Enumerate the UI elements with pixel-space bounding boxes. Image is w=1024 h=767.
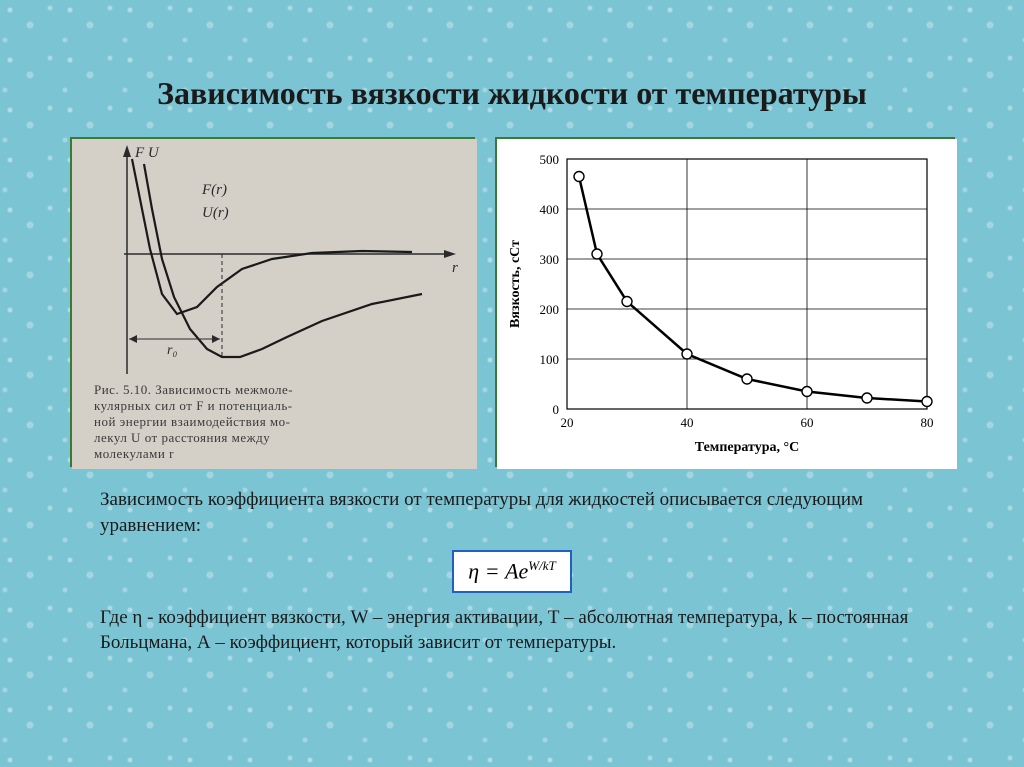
formula-eq: = bbox=[485, 559, 505, 584]
svg-text:F(r): F(r) bbox=[201, 182, 227, 198]
svg-text:молекулами r: молекулами r bbox=[94, 446, 174, 461]
formula-lhs: η bbox=[468, 559, 479, 584]
figures-row: F U F(r) U(r) r₀ r Рис. 5.10. Зависимость меж… bbox=[50, 137, 974, 467]
formula-exp: W/kT bbox=[528, 558, 555, 573]
svg-text:60: 60 bbox=[800, 415, 813, 430]
potential-curves-chart: F U F(r) U(r) r₀ r Рис. 5.10. Зависимость меж… bbox=[72, 139, 477, 469]
svg-text:кулярных сил от F и потенциаль: кулярных сил от F и потенциаль- bbox=[94, 398, 293, 413]
viscosity-chart: 20 40 60 80 0 100 200 300 400 500 Температура, °С В… bbox=[497, 139, 957, 469]
svg-text:40: 40 bbox=[680, 415, 693, 430]
svg-text:200: 200 bbox=[539, 302, 559, 317]
svg-text:0: 0 bbox=[552, 402, 559, 417]
svg-text:Температура, °С: Температура, °С bbox=[694, 440, 798, 455]
svg-text:ной энергии взаимодействия мо-: ной энергии взаимодействия мо- bbox=[94, 414, 291, 429]
svg-text:Рис. 5.10. Зависимость межмоле: Рис. 5.10. Зависимость межмоле- bbox=[94, 382, 293, 397]
formula-container: η = AeW/kT bbox=[50, 550, 974, 592]
svg-text:F U: F U bbox=[134, 145, 160, 161]
svg-text:U(r): U(r) bbox=[202, 205, 229, 221]
svg-text:500: 500 bbox=[539, 152, 559, 167]
page-title: Зависимость вязкости жидкости от темпера… bbox=[50, 75, 974, 112]
paragraph-1: Зависимость коэффициента вязкости от тем… bbox=[100, 487, 924, 538]
svg-text:300: 300 bbox=[539, 252, 559, 267]
svg-text:лекул U от расстояния между: лекул U от расстояния между bbox=[94, 430, 270, 445]
svg-text:80: 80 bbox=[920, 415, 933, 430]
svg-text:100: 100 bbox=[539, 352, 559, 367]
svg-text:400: 400 bbox=[539, 202, 559, 217]
figure-left: F U F(r) U(r) r₀ r Рис. 5.10. Зависимость меж… bbox=[70, 137, 475, 467]
svg-text:20: 20 bbox=[560, 415, 573, 430]
paragraph-2: Где η - коэффициент вязкости, W – энерги… bbox=[100, 605, 924, 656]
svg-text:r: r bbox=[452, 260, 458, 276]
figure-right: 20 40 60 80 0 100 200 300 400 500 Температура, °С В… bbox=[495, 137, 955, 467]
formula: η = AeW/kT bbox=[452, 550, 571, 592]
formula-base: Ae bbox=[505, 559, 528, 584]
svg-text:Вязкость, сСт: Вязкость, сСт bbox=[508, 240, 523, 328]
svg-text:r₀: r₀ bbox=[167, 343, 177, 358]
slide: Зависимость вязкости жидкости от темпера… bbox=[0, 0, 1024, 706]
